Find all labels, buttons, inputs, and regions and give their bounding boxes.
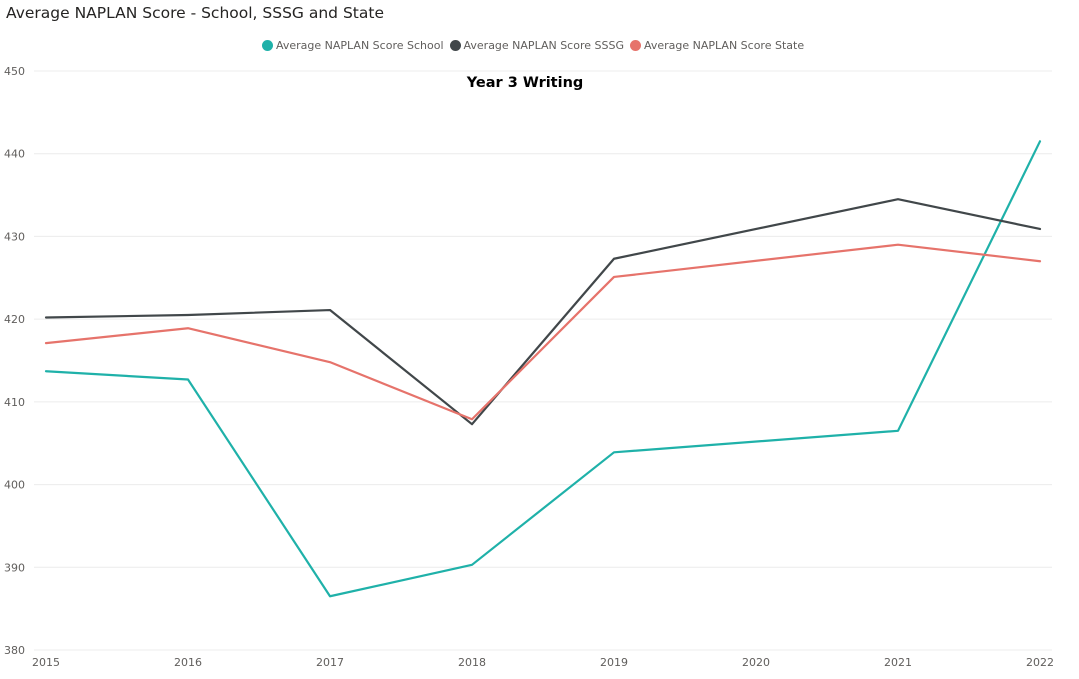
legend-marker-school bbox=[262, 40, 273, 51]
chart-title: Average NAPLAN Score - School, SSSG and … bbox=[6, 4, 384, 22]
legend: Average NAPLAN Score School Average NAPL… bbox=[262, 39, 810, 52]
x-tick-label-2019: 2019 bbox=[600, 656, 628, 669]
series-line-school bbox=[44, 140, 1042, 598]
series-line-sssg bbox=[44, 198, 1042, 426]
x-tick-label-2021: 2021 bbox=[884, 656, 912, 669]
legend-item-state[interactable]: Average NAPLAN Score State bbox=[629, 39, 805, 52]
legend-label-school: Average NAPLAN Score School bbox=[276, 39, 444, 52]
legend-item-sssg[interactable]: Average NAPLAN Score SSSG bbox=[449, 39, 624, 52]
x-tick-label-2016: 2016 bbox=[174, 656, 202, 669]
y-tick-label-380: 380 bbox=[4, 644, 25, 657]
legend-marker-state bbox=[629, 40, 641, 51]
y-tick-label-390: 390 bbox=[4, 561, 25, 574]
y-tick-label-430: 430 bbox=[4, 230, 25, 243]
x-tick-label-2017: 2017 bbox=[316, 656, 344, 669]
legend-item-school[interactable]: Average NAPLAN Score School bbox=[262, 39, 444, 52]
legend-label-state: Average NAPLAN Score State bbox=[643, 39, 805, 52]
series-line-state bbox=[44, 243, 1042, 421]
x-tick-label-2020: 2020 bbox=[742, 656, 770, 669]
y-tick-label-440: 440 bbox=[4, 148, 25, 161]
x-tick-label-2015: 2015 bbox=[32, 656, 60, 669]
y-tick-label-410: 410 bbox=[4, 396, 25, 409]
legend-marker-sssg bbox=[449, 40, 461, 51]
y-tick-label-450: 450 bbox=[4, 65, 25, 78]
y-tick-label-420: 420 bbox=[4, 313, 25, 326]
legend-label-sssg: Average NAPLAN Score SSSG bbox=[463, 39, 624, 52]
y-tick-label-400: 400 bbox=[4, 479, 25, 492]
chart-subtitle: Year 3 Writing bbox=[466, 75, 584, 91]
x-tick-label-2018: 2018 bbox=[458, 656, 486, 669]
x-tick-label-2022: 2022 bbox=[1026, 656, 1054, 669]
